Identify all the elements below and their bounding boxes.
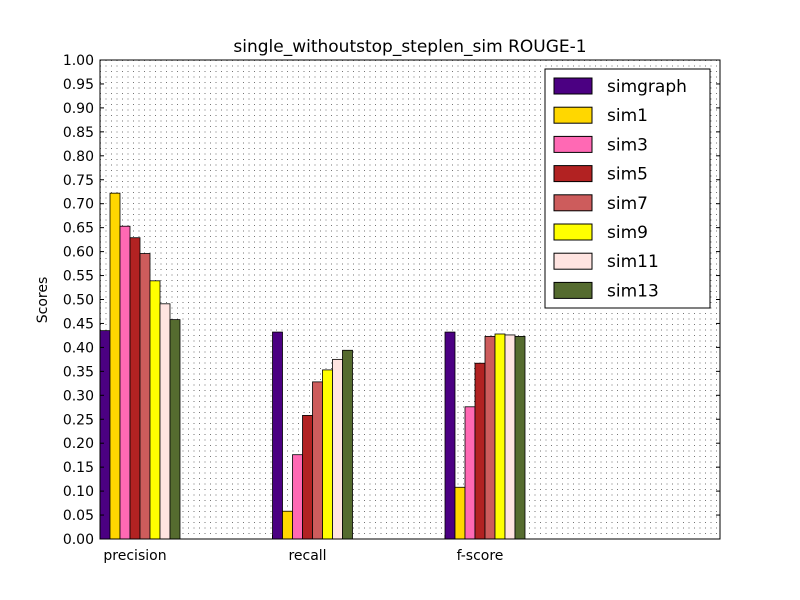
bar-sim9-f-score [494, 333, 506, 540]
bar-sim3-recall [292, 454, 303, 540]
y-tick-label: 0.55 [63, 269, 94, 285]
legend-label-sim7: sim7 [607, 194, 648, 214]
bar-sim5-recall [302, 415, 313, 540]
legend-swatch-sim9 [553, 223, 593, 241]
bar-sim7-f-score [484, 335, 496, 540]
legend: simgraph sim1 sim3 sim5 sim7 sim9 sim11 sim13 [544, 68, 711, 309]
bar-sim5-precision [129, 237, 141, 540]
y-tick-label: 0.85 [63, 125, 94, 141]
bar-sim9-precision [149, 280, 161, 540]
x-tick-label: f-score [457, 548, 504, 564]
y-tick-label: 0.40 [63, 340, 94, 356]
bar-sim13-precision [169, 319, 181, 540]
legend-swatch-sim7 [553, 194, 593, 212]
bar-sim11-recall [332, 358, 343, 540]
y-tick-label: 0.20 [63, 436, 94, 452]
x-tick-label: recall [288, 548, 326, 564]
y-tick-label: 0.35 [63, 364, 94, 380]
y-tick-label: 1.00 [63, 53, 94, 69]
bar-sim5-f-score [474, 362, 486, 540]
legend-label-simgraph: simgraph [607, 77, 687, 97]
y-tick-label: 0.25 [63, 412, 94, 428]
legend-swatch-sim11 [553, 252, 593, 270]
y-tick-label: 0.60 [63, 245, 94, 261]
y-tick-label: 0.70 [63, 197, 94, 213]
chart-title: single_withoutstop_steplen_sim ROUGE-1 [233, 37, 586, 57]
bar-sim1-recall [282, 510, 293, 540]
bar-sim1-f-score [454, 486, 466, 540]
bar-sim7-recall [312, 381, 323, 540]
y-tick-label: 0.00 [63, 532, 94, 548]
bar-sim3-f-score [464, 406, 476, 540]
legend-swatch-sim5 [553, 165, 593, 183]
y-tick-label: 0.45 [63, 316, 94, 332]
y-tick-label: 0.80 [63, 149, 94, 165]
bar-sim7-precision [139, 253, 151, 540]
legend-label-sim11: sim11 [607, 252, 659, 272]
y-tick-label: 0.90 [63, 101, 94, 117]
y-tick-label: 0.30 [63, 388, 94, 404]
y-tick-label: 0.75 [63, 173, 94, 189]
legend-swatch-sim13 [553, 281, 593, 299]
legend-label-sim3: sim3 [607, 135, 648, 155]
bar-sim11-f-score [504, 334, 516, 540]
y-tick-label: 0.95 [63, 77, 94, 93]
bar-simgraph-recall [272, 331, 283, 540]
legend-label-sim1: sim1 [607, 106, 648, 126]
bar-sim13-f-score [514, 335, 526, 540]
legend-label-sim13: sim13 [607, 281, 659, 301]
y-tick-label: 0.15 [63, 460, 94, 476]
y-tick-label: 0.10 [63, 484, 94, 500]
bar-sim11-precision [159, 303, 171, 540]
bar-sim3-precision [119, 225, 131, 540]
bar-sim9-recall [322, 369, 333, 540]
legend-label-sim5: sim5 [607, 165, 648, 185]
legend-swatch-sim3 [553, 135, 593, 153]
y-tick-label: 0.65 [63, 221, 94, 237]
y-tick-label: 0.50 [63, 293, 94, 309]
y-axis: 0.00 0.05 0.10 0.15 0.20 0.25 0.30 0.35 0.40 0.45… [63, 53, 720, 548]
legend-swatch-sim1 [553, 106, 593, 124]
legend-swatch-simgraph [553, 77, 593, 95]
legend-label-sim9: sim9 [607, 223, 648, 243]
bar-simgraph-precision [99, 330, 111, 540]
y-axis-label: Scores [35, 277, 51, 324]
bar-sim13-recall [342, 349, 353, 540]
x-axis: precision recall f-score [99, 535, 504, 564]
bar-sim1-precision [109, 192, 121, 540]
x-tick-label: precision [103, 548, 166, 564]
bar-simgraph-f-score [444, 331, 456, 540]
y-tick-label: 0.05 [63, 508, 94, 524]
